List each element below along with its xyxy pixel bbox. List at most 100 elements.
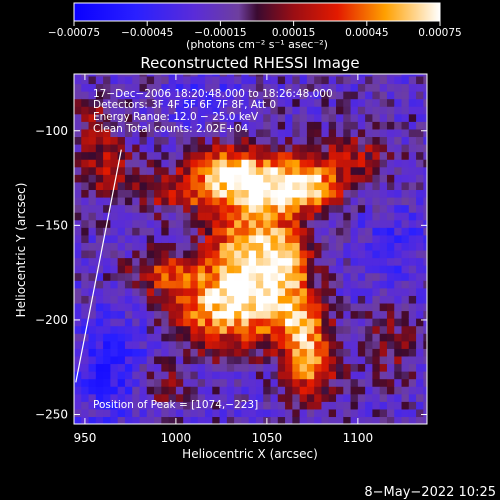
heatmap-cell [226,189,235,198]
heatmap-cell [117,121,126,130]
heatmap-cell [277,378,286,387]
heatmap-cell [423,106,427,115]
heatmap-cell [183,416,192,424]
heatmap-cell [394,136,403,145]
heatmap-cell [372,363,381,372]
heatmap-cell [336,340,344,349]
heatmap-cell [263,378,272,387]
heatmap-cell [248,287,257,296]
heatmap-cell [357,242,366,251]
heatmap-cell [372,113,381,122]
heatmap-cell [175,227,184,236]
heatmap-cell [299,310,308,319]
heatmap-cell [234,196,242,206]
heatmap-cell [81,242,90,251]
heatmap-cell [277,227,286,236]
heatmap-cell [248,318,257,327]
heatmap-cell [124,204,133,213]
heatmap-cell [183,280,192,289]
heatmap-cell [226,340,235,349]
heatmap-cell [190,287,199,296]
heatmap-cell [241,371,250,380]
heatmap-cell [103,227,111,236]
heatmap-cell [161,227,170,236]
heatmap-cell [336,393,344,402]
heatmap-cell [386,393,395,402]
heatmap-cell [277,257,286,266]
heatmap-cell [205,348,213,357]
heatmap-cell [248,106,257,115]
heatmap-cell [314,272,323,281]
heatmap-cell [314,295,323,304]
heatmap-cell [168,113,177,122]
heatmap-cell [190,393,199,402]
heatmap-cell [81,302,90,312]
heatmap-cell [365,91,374,100]
heatmap-cell [132,166,141,175]
heatmap-cell [117,325,126,334]
heatmap-cell [241,189,250,198]
heatmap-cell [74,265,82,274]
heatmap-cell [248,234,257,243]
heatmap-cell [205,318,213,327]
heatmap-cell [175,416,184,424]
heatmap-cell [314,401,323,410]
heatmap-cell [423,280,427,289]
heatmap-cell [226,318,235,327]
heatmap-cell [154,113,162,122]
heatmap-cell [234,416,242,424]
heatmap-cell [248,75,257,85]
heatmap-cell [154,151,162,160]
heatmap-cell [81,249,90,259]
heatmap-cell [314,249,323,259]
heatmap-cell [306,348,315,357]
heatmap-cell [197,386,206,395]
heatmap-cell [161,265,170,274]
heatmap-cell [183,249,192,259]
heatmap-cell [219,227,228,236]
heatmap-cell [219,265,228,274]
heatmap-cell [263,408,272,418]
heatmap-cell [401,265,410,274]
heatmap-cell [183,386,192,395]
heatmap-cell [219,174,228,183]
heatmap-cell [365,144,374,153]
heatmap-cell [299,295,308,304]
heatmap-cell [117,204,126,213]
heatmap-cell [379,98,388,107]
heatmap-cell [103,74,111,77]
heatmap-cell [212,318,221,327]
heatmap-cell [154,83,162,92]
heatmap-cell [299,242,308,251]
heatmap-cell [175,83,184,92]
heatmap-cell [379,106,388,115]
heatmap-cell [81,204,90,213]
heatmap-cell [205,136,213,145]
heatmap-cell [423,98,427,107]
heatmap-cell [212,386,221,395]
heatmap-cell [416,196,424,206]
heatmap-cell [306,174,315,183]
heatmap-cell [154,212,162,221]
heatmap-cell [124,91,133,100]
heatmap-cell [117,416,126,424]
heatmap-cell [117,340,126,349]
heatmap-cell [95,106,104,115]
heatmap-cell [175,128,184,138]
heatmap-cell [336,121,344,130]
heatmap-cell [372,151,381,160]
heatmap-cell [401,144,410,153]
heatmap-cell [328,181,337,191]
heatmap-cell [343,151,352,160]
heatmap-cell [314,355,323,365]
heatmap-cell [154,302,162,312]
heatmap-cell [248,121,257,130]
heatmap-cell [277,128,286,138]
heatmap-cell [394,249,403,259]
heatmap-cell [357,272,366,281]
heatmap-cell [416,227,424,236]
heatmap-cell [292,166,301,175]
heatmap-cell [386,340,395,349]
solar-limb-line [75,149,122,383]
heatmap-cell [285,325,293,334]
